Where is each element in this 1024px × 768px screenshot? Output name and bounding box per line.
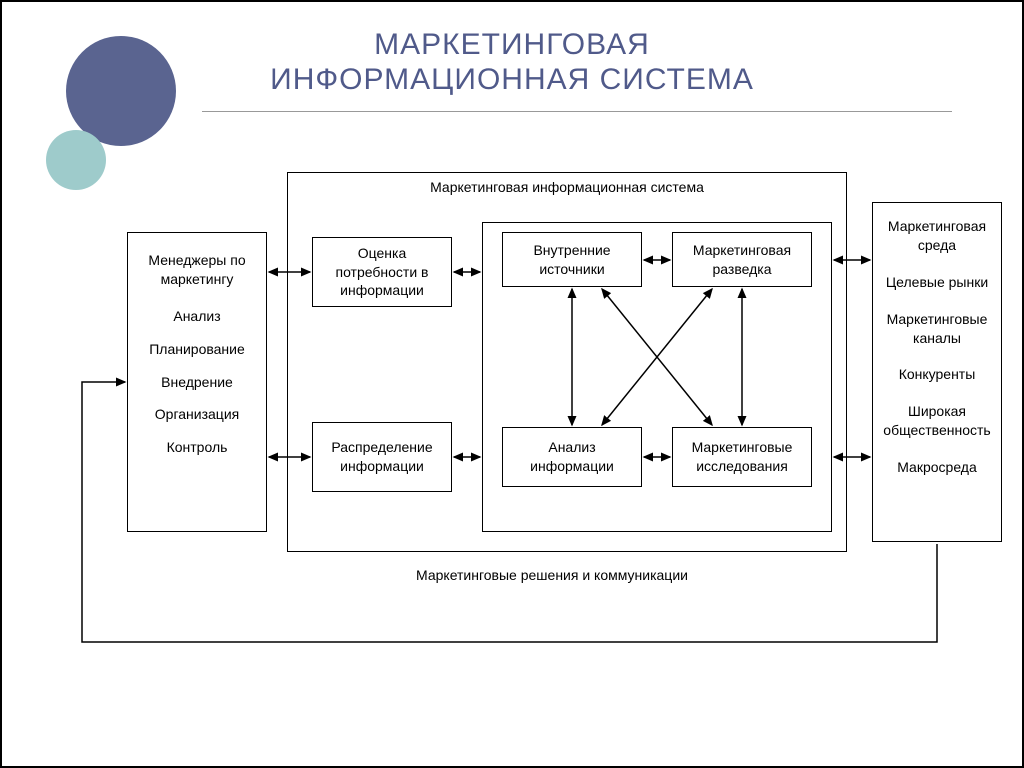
outer-container-label: Маркетинговая информационная система	[288, 179, 846, 195]
managers-item: Внедрение	[161, 373, 233, 392]
env-item: Макросреда	[897, 458, 977, 477]
managers-item: Анализ	[173, 307, 220, 326]
node-intsrc-label: Внутренние источники	[507, 241, 637, 279]
node-assess-label: Оценка потребности в информации	[317, 244, 447, 301]
node-research-label: Маркетинговые исследования	[677, 438, 807, 476]
node-intsrc: Внутренние источники	[502, 232, 642, 287]
env-item: Маркетинговые каналы	[877, 310, 997, 348]
title-line-1: МАРКЕТИНГОВАЯ	[374, 28, 650, 61]
managers-item: Планирование	[149, 340, 245, 359]
environment-box: Маркетинговая среда Целевые рынки Маркет…	[872, 202, 1002, 542]
env-item: Конкуренты	[899, 365, 976, 384]
node-assess: Оценка потребности в информации	[312, 237, 452, 307]
env-item: Широкая общественность	[877, 402, 997, 440]
footer-label: Маркетинговые решения и коммуникации	[372, 567, 732, 583]
node-distrib: Распределение информации	[312, 422, 452, 492]
managers-header: Менеджеры по маркетингу	[132, 251, 262, 289]
diagram-area: Маркетинговая информационная система Мен…	[22, 172, 1006, 732]
decorative-circle-dark	[66, 36, 176, 146]
title-line-2: ИНФОРМАЦИОННАЯ СИСТЕМА	[270, 63, 754, 96]
footer-label-text: Маркетинговые решения и коммуникации	[416, 567, 688, 583]
node-distrib-label: Распределение информации	[317, 438, 447, 476]
env-item: Маркетинговая среда	[877, 217, 997, 255]
node-recon-label: Маркетинговая разведка	[677, 241, 807, 279]
node-research: Маркетинговые исследования	[672, 427, 812, 487]
managers-item: Организация	[155, 405, 239, 424]
node-recon: Маркетинговая разведка	[672, 232, 812, 287]
managers-item: Контроль	[167, 438, 228, 457]
node-analysis-label: Анализ информации	[507, 438, 637, 476]
env-item: Целевые рынки	[886, 273, 988, 292]
managers-box: Менеджеры по маркетингу Анализ Планирова…	[127, 232, 267, 532]
node-analysis: Анализ информации	[502, 427, 642, 487]
title-underline	[202, 111, 952, 112]
